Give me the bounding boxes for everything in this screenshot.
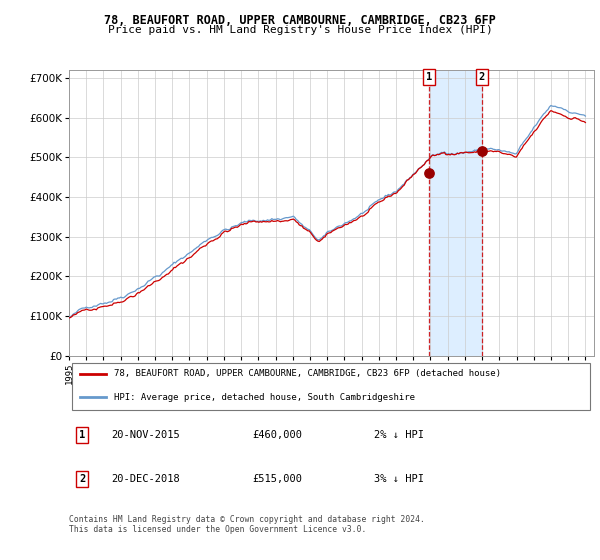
Text: Price paid vs. HM Land Registry's House Price Index (HPI): Price paid vs. HM Land Registry's House … xyxy=(107,25,493,35)
Text: 20-NOV-2015: 20-NOV-2015 xyxy=(111,430,180,440)
Text: £515,000: £515,000 xyxy=(253,474,303,484)
Text: 1: 1 xyxy=(79,430,85,440)
Text: 2: 2 xyxy=(478,72,485,82)
Text: 78, BEAUFORT ROAD, UPPER CAMBOURNE, CAMBRIDGE, CB23 6FP: 78, BEAUFORT ROAD, UPPER CAMBOURNE, CAMB… xyxy=(104,14,496,27)
Point xyxy=(424,169,434,178)
Text: 2% ↓ HPI: 2% ↓ HPI xyxy=(373,430,424,440)
Text: 2: 2 xyxy=(79,474,85,484)
Text: Contains HM Land Registry data © Crown copyright and database right 2024.
This d: Contains HM Land Registry data © Crown c… xyxy=(69,515,425,534)
FancyBboxPatch shape xyxy=(71,363,590,409)
Text: 1: 1 xyxy=(425,72,432,82)
Point xyxy=(477,147,487,156)
Text: 3% ↓ HPI: 3% ↓ HPI xyxy=(373,474,424,484)
Text: HPI: Average price, detached house, South Cambridgeshire: HPI: Average price, detached house, Sout… xyxy=(113,393,415,402)
Text: 20-DEC-2018: 20-DEC-2018 xyxy=(111,474,180,484)
Bar xyxy=(429,70,482,356)
Text: £460,000: £460,000 xyxy=(253,430,303,440)
Text: 78, BEAUFORT ROAD, UPPER CAMBOURNE, CAMBRIDGE, CB23 6FP (detached house): 78, BEAUFORT ROAD, UPPER CAMBOURNE, CAMB… xyxy=(113,369,500,379)
